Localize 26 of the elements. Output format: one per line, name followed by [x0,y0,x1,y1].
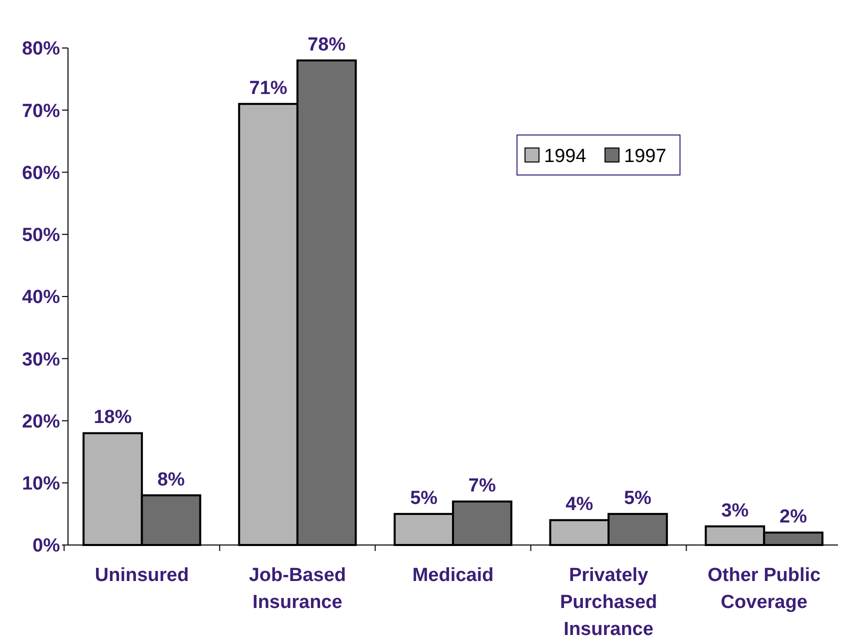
x-tick-label: Medicaid [412,565,494,586]
data-label: 18% [94,407,132,428]
y-tick-label: 0% [32,536,60,557]
data-label: 5% [410,488,438,509]
y-tick-label: 20% [22,411,60,432]
data-label: 2% [780,506,808,528]
y-tick-label: 60% [22,162,60,184]
y-tick-label: 40% [22,287,60,308]
y-tick-label: 30% [22,349,60,370]
y-tick-label: 10% [22,474,60,495]
data-label: 78% [308,34,346,56]
data-label: 4% [566,494,594,516]
x-tick-label: Privately Purchased Insurance [560,565,658,639]
x-tick-label: Job-Based Insurance [248,565,346,613]
data-label: 7% [468,476,496,497]
y-tick-label: 50% [22,225,60,246]
y-tick-label: 80% [22,38,60,60]
data-label: 71% [249,78,288,99]
x-tick-label: Uninsured [94,565,189,586]
legend-label: 1994 [544,146,587,167]
data-label: 5% [624,488,652,509]
y-tick-label: 70% [22,100,60,122]
legend-label: 1997 [624,146,666,167]
data-label: 8% [157,469,185,490]
x-tick-label: Other Public Coverage [708,565,822,613]
data-label: 3% [721,500,749,522]
